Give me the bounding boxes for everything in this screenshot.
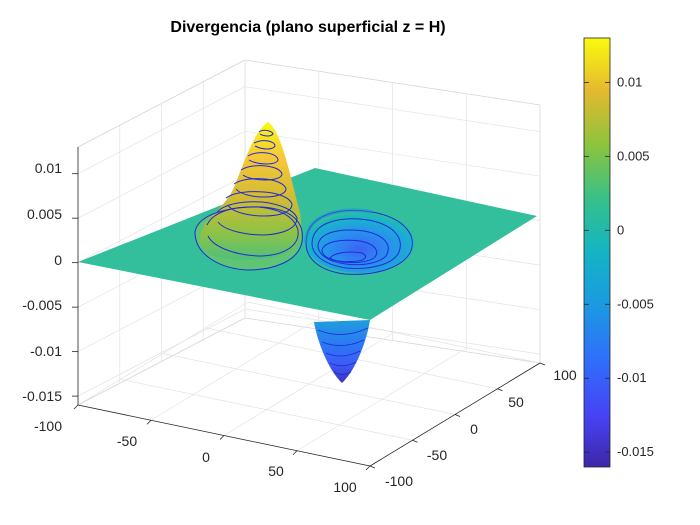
x-tick-labels: -100 -50 0 50 100: [34, 418, 357, 495]
x-tick-label: -100: [34, 418, 62, 434]
peak-contour-6: [240, 165, 283, 181]
trough-bowl: [304, 208, 414, 275]
y-grid-line: [162, 353, 456, 415]
colorbar-tick-label: 0.005: [617, 148, 650, 163]
x-tick-label: 100: [333, 479, 357, 495]
peak-contour-5: [233, 178, 287, 198]
bowl-surface: [306, 213, 414, 273]
y-tick-label: 100: [553, 367, 577, 383]
peak-contour-7: [247, 152, 279, 165]
peak-contour-9: [258, 129, 274, 137]
x-tick-label: 50: [268, 463, 284, 479]
peak-contour-4: [225, 191, 293, 217]
x-tick-mark: [73, 404, 79, 410]
x-tick-label: -50: [117, 433, 137, 449]
z-tick-label: -0.015: [22, 388, 62, 404]
peak-hill: [194, 122, 303, 271]
z-tick-label: 0.01: [35, 160, 62, 176]
z-tick-label: -0.005: [22, 297, 62, 313]
y-tick-mark: [497, 388, 503, 392]
x-tick-label: 0: [202, 449, 210, 465]
colorbar-tick-label: 0.01: [617, 74, 642, 89]
y-tick-mark: [539, 362, 546, 366]
colorbar-tick-label: 0: [617, 222, 624, 237]
trough-cone: [314, 320, 370, 383]
peak-contour-2: [206, 206, 299, 257]
x-tick-mark: [146, 419, 152, 425]
y-grid-line: [120, 378, 413, 441]
bowl-contour-2: [311, 218, 401, 269]
x-tick-mark: [219, 435, 225, 440]
y-tick-label: -50: [427, 447, 447, 463]
bowl-rim-shadow: [304, 208, 373, 244]
z-tick-label: 0: [54, 252, 62, 268]
z-tick-labels: 0.01 0.005 0 -0.005 -0.01 -0.015: [22, 160, 62, 404]
y-tick-labels: -100 -50 0 50 100: [385, 367, 577, 489]
y-tick-label: 0: [470, 421, 478, 437]
bowl-contour-3: [317, 229, 389, 266]
y-tick-mark: [412, 439, 418, 443]
colorbar: -0.015 -0.01 -0.005 0 0.005 0.01: [583, 37, 654, 468]
colorbar-tick-label: -0.015: [617, 444, 654, 459]
z-tick-label: 0.005: [27, 206, 62, 222]
tick-marks: [72, 173, 546, 471]
peak-contour-8: [253, 140, 276, 150]
z-tick-label: -0.01: [30, 343, 62, 359]
colorbar-tick-label: -0.005: [617, 296, 654, 311]
y-tick-label: 50: [508, 394, 524, 410]
trough-underside: [314, 320, 370, 383]
colorbar-tick-label: -0.01: [617, 370, 647, 385]
colorbar-ticks: -0.015 -0.01 -0.005 0 0.005 0.01: [584, 74, 654, 459]
y-grid-line: [247, 301, 541, 364]
y-tick-mark: [369, 465, 376, 469]
x-tick-mark: [365, 465, 371, 471]
colorbar-bar: [583, 37, 611, 468]
x-tick-mark: [292, 450, 298, 456]
bowl-contour-5: [329, 251, 366, 263]
y-tick-label: -100: [385, 473, 413, 489]
peak-contour-3: [216, 201, 298, 236]
y-tick-mark: [454, 414, 461, 417]
chart-title: Divergencia (plano superficial z = H): [170, 19, 445, 36]
